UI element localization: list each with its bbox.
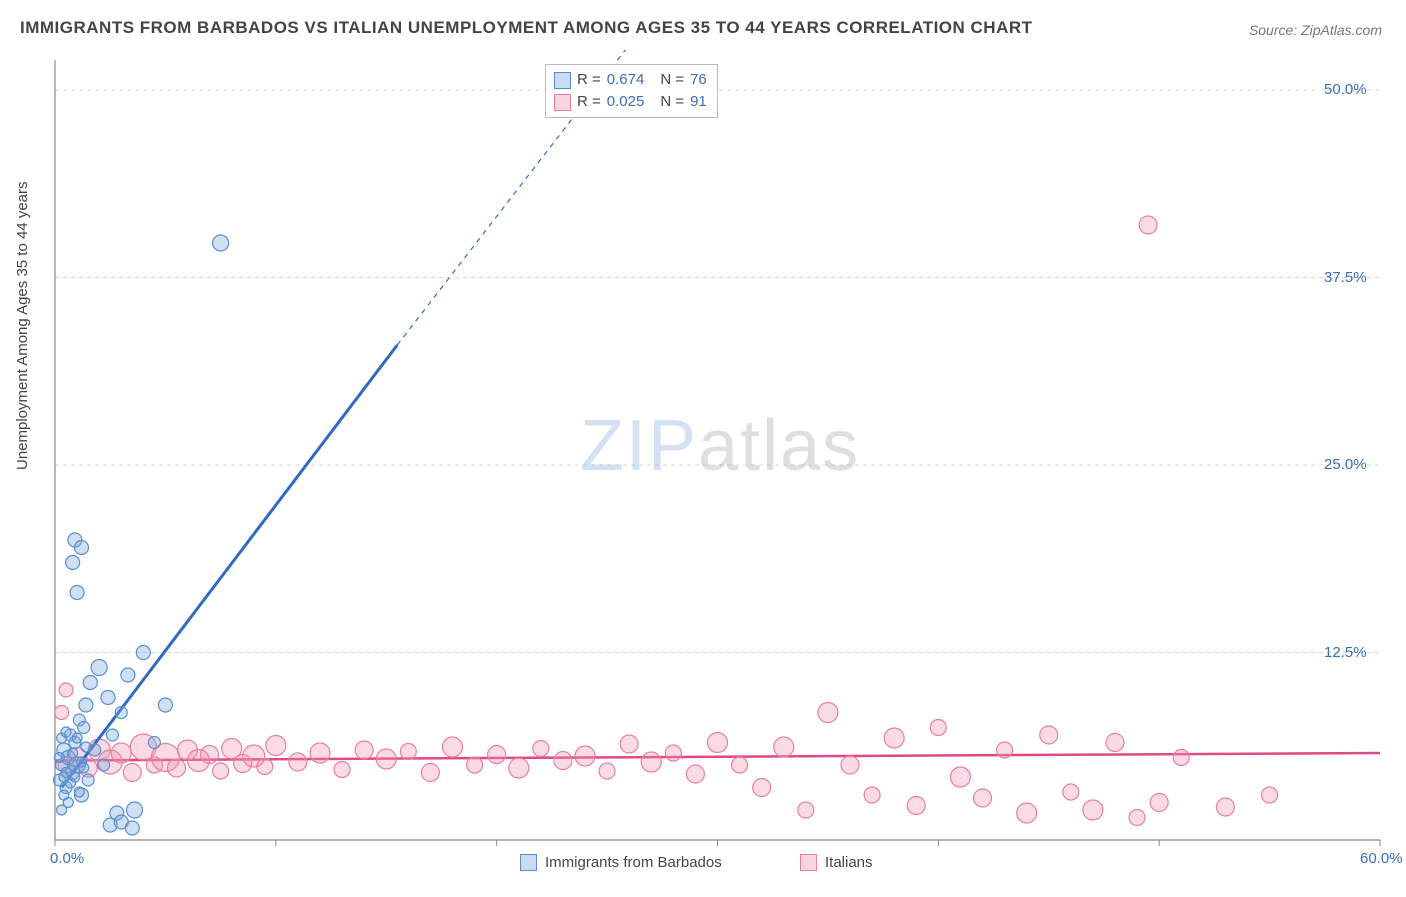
x-tick-label: 60.0%	[1360, 850, 1403, 867]
series-legend-italians: Italians	[800, 854, 873, 871]
legend-swatch	[554, 72, 571, 89]
legend-n-label: N =	[660, 91, 684, 113]
legend-row: R = 0.674 N = 76	[554, 69, 707, 91]
x-tick-label: 0.0%	[50, 850, 84, 867]
legend-swatch	[520, 854, 537, 871]
legend-row: R = 0.025 N = 91	[554, 91, 707, 113]
legend-n-label: N =	[660, 69, 684, 91]
scatter-chart	[0, 50, 1406, 892]
legend-r-label: R =	[577, 69, 601, 91]
correlation-legend: R = 0.674 N = 76 R = 0.025 N = 91	[545, 64, 718, 118]
source-attribution: Source: ZipAtlas.com	[1249, 22, 1382, 38]
y-tick-label: 25.0%	[1324, 456, 1367, 473]
legend-series-label: Italians	[825, 854, 873, 871]
legend-r-value: 0.674	[607, 69, 645, 91]
legend-n-value: 91	[690, 91, 707, 113]
y-tick-label: 37.5%	[1324, 269, 1367, 286]
legend-n-value: 76	[690, 69, 707, 91]
chart-container: Unemployment Among Ages 35 to 44 years Z…	[0, 50, 1406, 892]
y-tick-label: 50.0%	[1324, 81, 1367, 98]
chart-title: IMMIGRANTS FROM BARBADOS VS ITALIAN UNEM…	[20, 18, 1033, 38]
y-tick-label: 12.5%	[1324, 644, 1367, 661]
legend-series-label: Immigrants from Barbados	[545, 854, 722, 871]
legend-r-value: 0.025	[607, 91, 645, 113]
series-legend-barbados: Immigrants from Barbados	[520, 854, 722, 871]
y-axis-label: Unemployment Among Ages 35 to 44 years	[14, 181, 31, 470]
legend-swatch	[800, 854, 817, 871]
legend-swatch	[554, 94, 571, 111]
legend-r-label: R =	[577, 91, 601, 113]
